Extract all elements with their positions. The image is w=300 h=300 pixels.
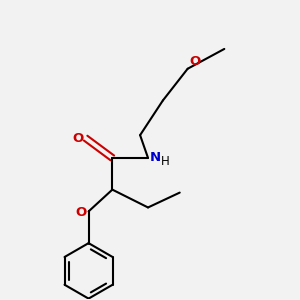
Text: N: N xyxy=(150,152,161,164)
Text: O: O xyxy=(72,132,84,145)
Text: O: O xyxy=(75,206,87,219)
Text: O: O xyxy=(190,55,201,68)
Text: H: H xyxy=(161,155,170,168)
